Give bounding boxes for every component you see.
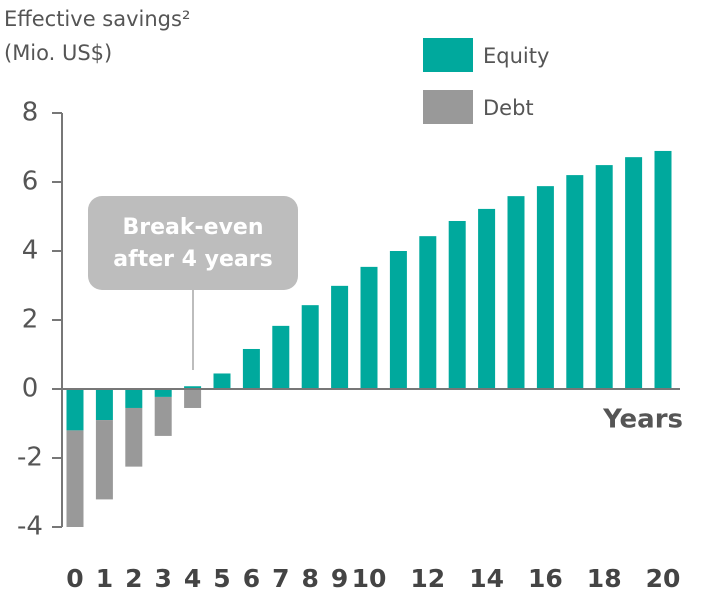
y-axis-label: Effective savings² [4,7,190,31]
bar [184,389,202,408]
x-tick-label: 12 [410,564,445,593]
bar [507,196,525,389]
x-axis-label: Years [602,405,683,435]
x-tick-label: 18 [587,564,622,593]
y-tick-label: 4 [22,236,39,266]
bar [536,186,554,389]
bar [125,407,143,467]
x-tick-label: 6 [243,564,260,593]
bar [184,386,202,389]
legend-label: Equity [483,44,549,68]
legend-swatch [423,90,473,124]
x-tick-label: 10 [352,564,387,593]
y-tick-label: -4 [17,512,43,542]
x-tick-label: 16 [528,564,563,593]
annotation-box [88,196,298,290]
bar [331,285,349,389]
bar [272,325,290,389]
bar [66,389,84,431]
bar [125,389,143,408]
x-tick-label: 2 [125,564,142,593]
bar [95,420,113,500]
bar [625,157,643,389]
bar [389,251,407,389]
x-tick-label: 7 [272,564,289,593]
x-tick-label: 9 [331,564,348,593]
x-tick-label: 5 [213,564,230,593]
legend-label: Debt [483,96,534,120]
bar [654,150,672,389]
bar [213,373,231,389]
y-tick-label: 8 [22,98,39,128]
bar [301,305,319,389]
bar [66,430,84,527]
y-axis-label: (Mio. US$) [4,41,112,65]
x-tick-label: 3 [154,564,171,593]
bar [95,389,113,421]
y-tick-label: -2 [17,443,43,473]
legend-swatch [423,38,473,72]
y-tick-label: 0 [22,374,39,404]
bar [478,208,496,389]
bar [566,175,584,389]
x-tick-label: 14 [469,564,504,593]
x-tick-label: 20 [646,564,681,593]
bar [419,236,437,389]
bar [595,165,613,389]
annotation-text: Break-even [123,215,264,240]
annotation-text: after 4 years [113,247,272,272]
x-tick-label: 0 [66,564,83,593]
y-tick-label: 6 [22,167,39,197]
x-tick-label: 4 [184,564,201,593]
x-tick-label: 8 [301,564,318,593]
bar [154,389,172,397]
x-tick-label: 1 [96,564,113,593]
bar [242,348,260,389]
bar [360,266,378,389]
bar [448,220,466,389]
y-tick-label: 2 [22,305,39,335]
bar [154,396,172,436]
